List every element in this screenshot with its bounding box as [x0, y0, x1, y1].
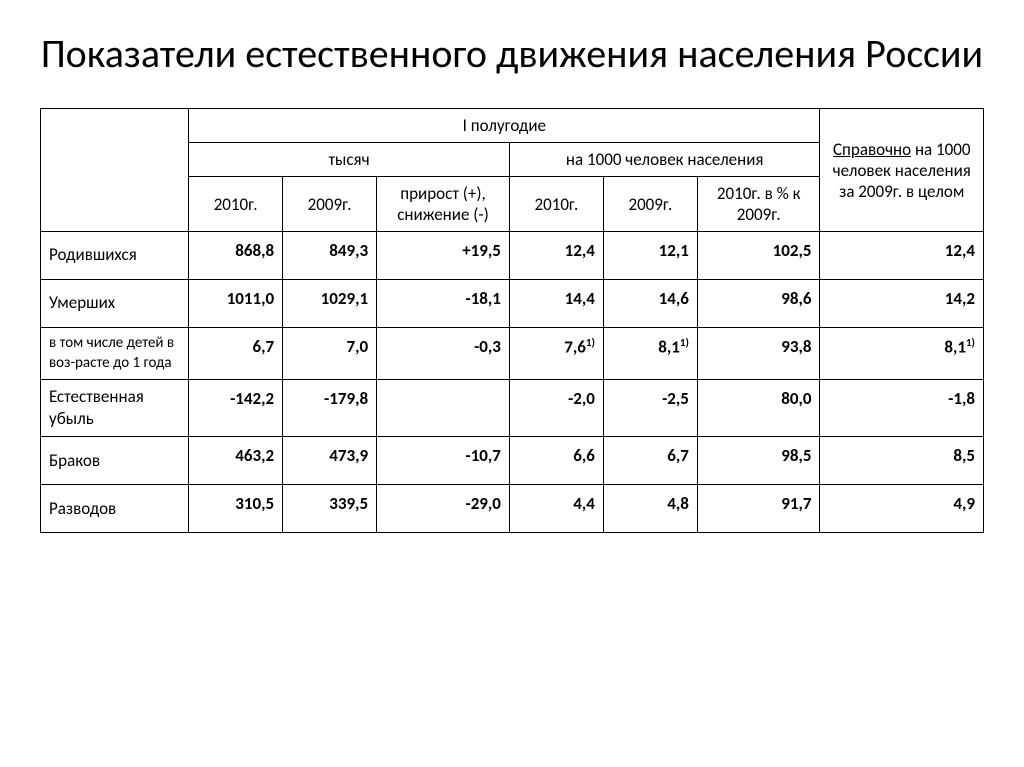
cell-c2: 849,3: [283, 232, 377, 280]
table-row: в том числе детей в воз-расте до 1 года6…: [41, 328, 984, 380]
cell-c2: 473,9: [283, 437, 377, 485]
cell-c1: 6,7: [189, 328, 283, 380]
cell-c6: 98,6: [697, 280, 820, 328]
cell-c4: 4,4: [509, 485, 603, 533]
row-label: Браков: [41, 437, 189, 485]
cell-c5: 12,1: [603, 232, 697, 280]
cell-c4: -2,0: [509, 380, 603, 437]
cell-c3: [377, 380, 510, 437]
row-label: Естественная убыль: [41, 380, 189, 437]
row-label: в том числе детей в воз-расте до 1 года: [41, 328, 189, 380]
row-label: Умерших: [41, 280, 189, 328]
header-delta: прирост (+), снижение (-): [377, 177, 510, 232]
cell-c7: 12,4: [820, 232, 984, 280]
table-body: Родившихся868,8849,3+19,512,412,1102,512…: [41, 232, 984, 533]
header-halfyear: I полугодие: [189, 109, 820, 143]
cell-c1: 868,8: [189, 232, 283, 280]
corner-cell: [41, 109, 189, 232]
cell-c2: 339,5: [283, 485, 377, 533]
cell-c3: -10,7: [377, 437, 510, 485]
header-reference: Справочно на 1000 человек населения за 2…: [820, 109, 984, 232]
table-row: Разводов310,5339,5-29,04,44,891,74,9: [41, 485, 984, 533]
cell-c7: 14,2: [820, 280, 984, 328]
cell-c5: 8,11): [603, 328, 697, 380]
cell-c3: -18,1: [377, 280, 510, 328]
header-2010b: 2010г.: [509, 177, 603, 232]
page-title: Показатели естественного движения населе…: [40, 30, 984, 78]
cell-c2: 1029,1: [283, 280, 377, 328]
cell-c3: +19,5: [377, 232, 510, 280]
cell-c6: 98,5: [697, 437, 820, 485]
cell-c6: 91,7: [697, 485, 820, 533]
cell-c1: -142,2: [189, 380, 283, 437]
table-row: Естественная убыль-142,2-179,8 -2,0-2,580…: [41, 380, 984, 437]
header-pct: 2010г. в % к 2009г.: [697, 177, 820, 232]
cell-c5: 4,8: [603, 485, 697, 533]
cell-c6: 102,5: [697, 232, 820, 280]
header-reference-underline: Справочно: [833, 139, 911, 160]
cell-c1: 1011,0: [189, 280, 283, 328]
cell-c4: 6,6: [509, 437, 603, 485]
cell-c7: 8,11): [820, 328, 984, 380]
table-row: Браков463,2473,9-10,76,66,798,58,5: [41, 437, 984, 485]
cell-c7: 8,5: [820, 437, 984, 485]
cell-c4: 14,4: [509, 280, 603, 328]
cell-c7: -1,8: [820, 380, 984, 437]
cell-c4: 12,4: [509, 232, 603, 280]
row-label: Разводов: [41, 485, 189, 533]
cell-c2: 7,0: [283, 328, 377, 380]
cell-c6: 93,8: [697, 328, 820, 380]
cell-c6: 80,0: [697, 380, 820, 437]
cell-c4: 7,61): [509, 328, 603, 380]
cell-c5: 14,6: [603, 280, 697, 328]
cell-c5: 6,7: [603, 437, 697, 485]
row-label: Родившихся: [41, 232, 189, 280]
cell-c1: 463,2: [189, 437, 283, 485]
cell-c5: -2,5: [603, 380, 697, 437]
cell-c7: 4,9: [820, 485, 984, 533]
table-row: Умерших1011,01029,1-18,114,414,698,614,2: [41, 280, 984, 328]
table-head: I полугодие Справочно на 1000 человек на…: [41, 109, 984, 232]
cell-c2: -179,8: [283, 380, 377, 437]
cell-c3: -29,0: [377, 485, 510, 533]
header-thousands: тысяч: [189, 143, 510, 177]
header-per1000: на 1000 человек населения: [509, 143, 820, 177]
header-2009a: 2009г.: [283, 177, 377, 232]
cell-c1: 310,5: [189, 485, 283, 533]
table-row: Родившихся868,8849,3+19,512,412,1102,512…: [41, 232, 984, 280]
cell-c3: -0,3: [377, 328, 510, 380]
header-2009b: 2009г.: [603, 177, 697, 232]
header-2010a: 2010г.: [189, 177, 283, 232]
data-table: I полугодие Справочно на 1000 человек на…: [40, 108, 984, 533]
